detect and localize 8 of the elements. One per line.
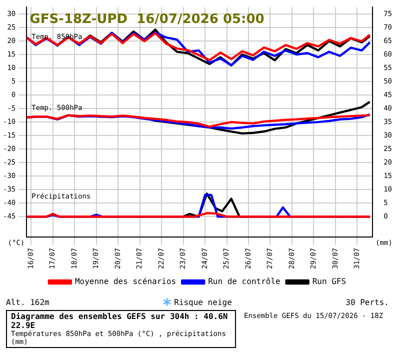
text: Diagramme des ensembles GEFS sur 304h : 40.6N 22.9E xyxy=(11,312,229,330)
legend-label: Run de contrôle xyxy=(208,277,281,286)
text: 30 Perts. xyxy=(346,298,389,306)
text: Risque neige xyxy=(173,298,232,306)
legend-label: Moyenne des scénarios xyxy=(74,277,176,286)
legend-label: Run GFS xyxy=(312,277,346,286)
chart-title: GFS-18Z-UPD 16/07/2026 05:00 xyxy=(30,12,264,28)
text: Alt. 162m xyxy=(6,298,50,306)
